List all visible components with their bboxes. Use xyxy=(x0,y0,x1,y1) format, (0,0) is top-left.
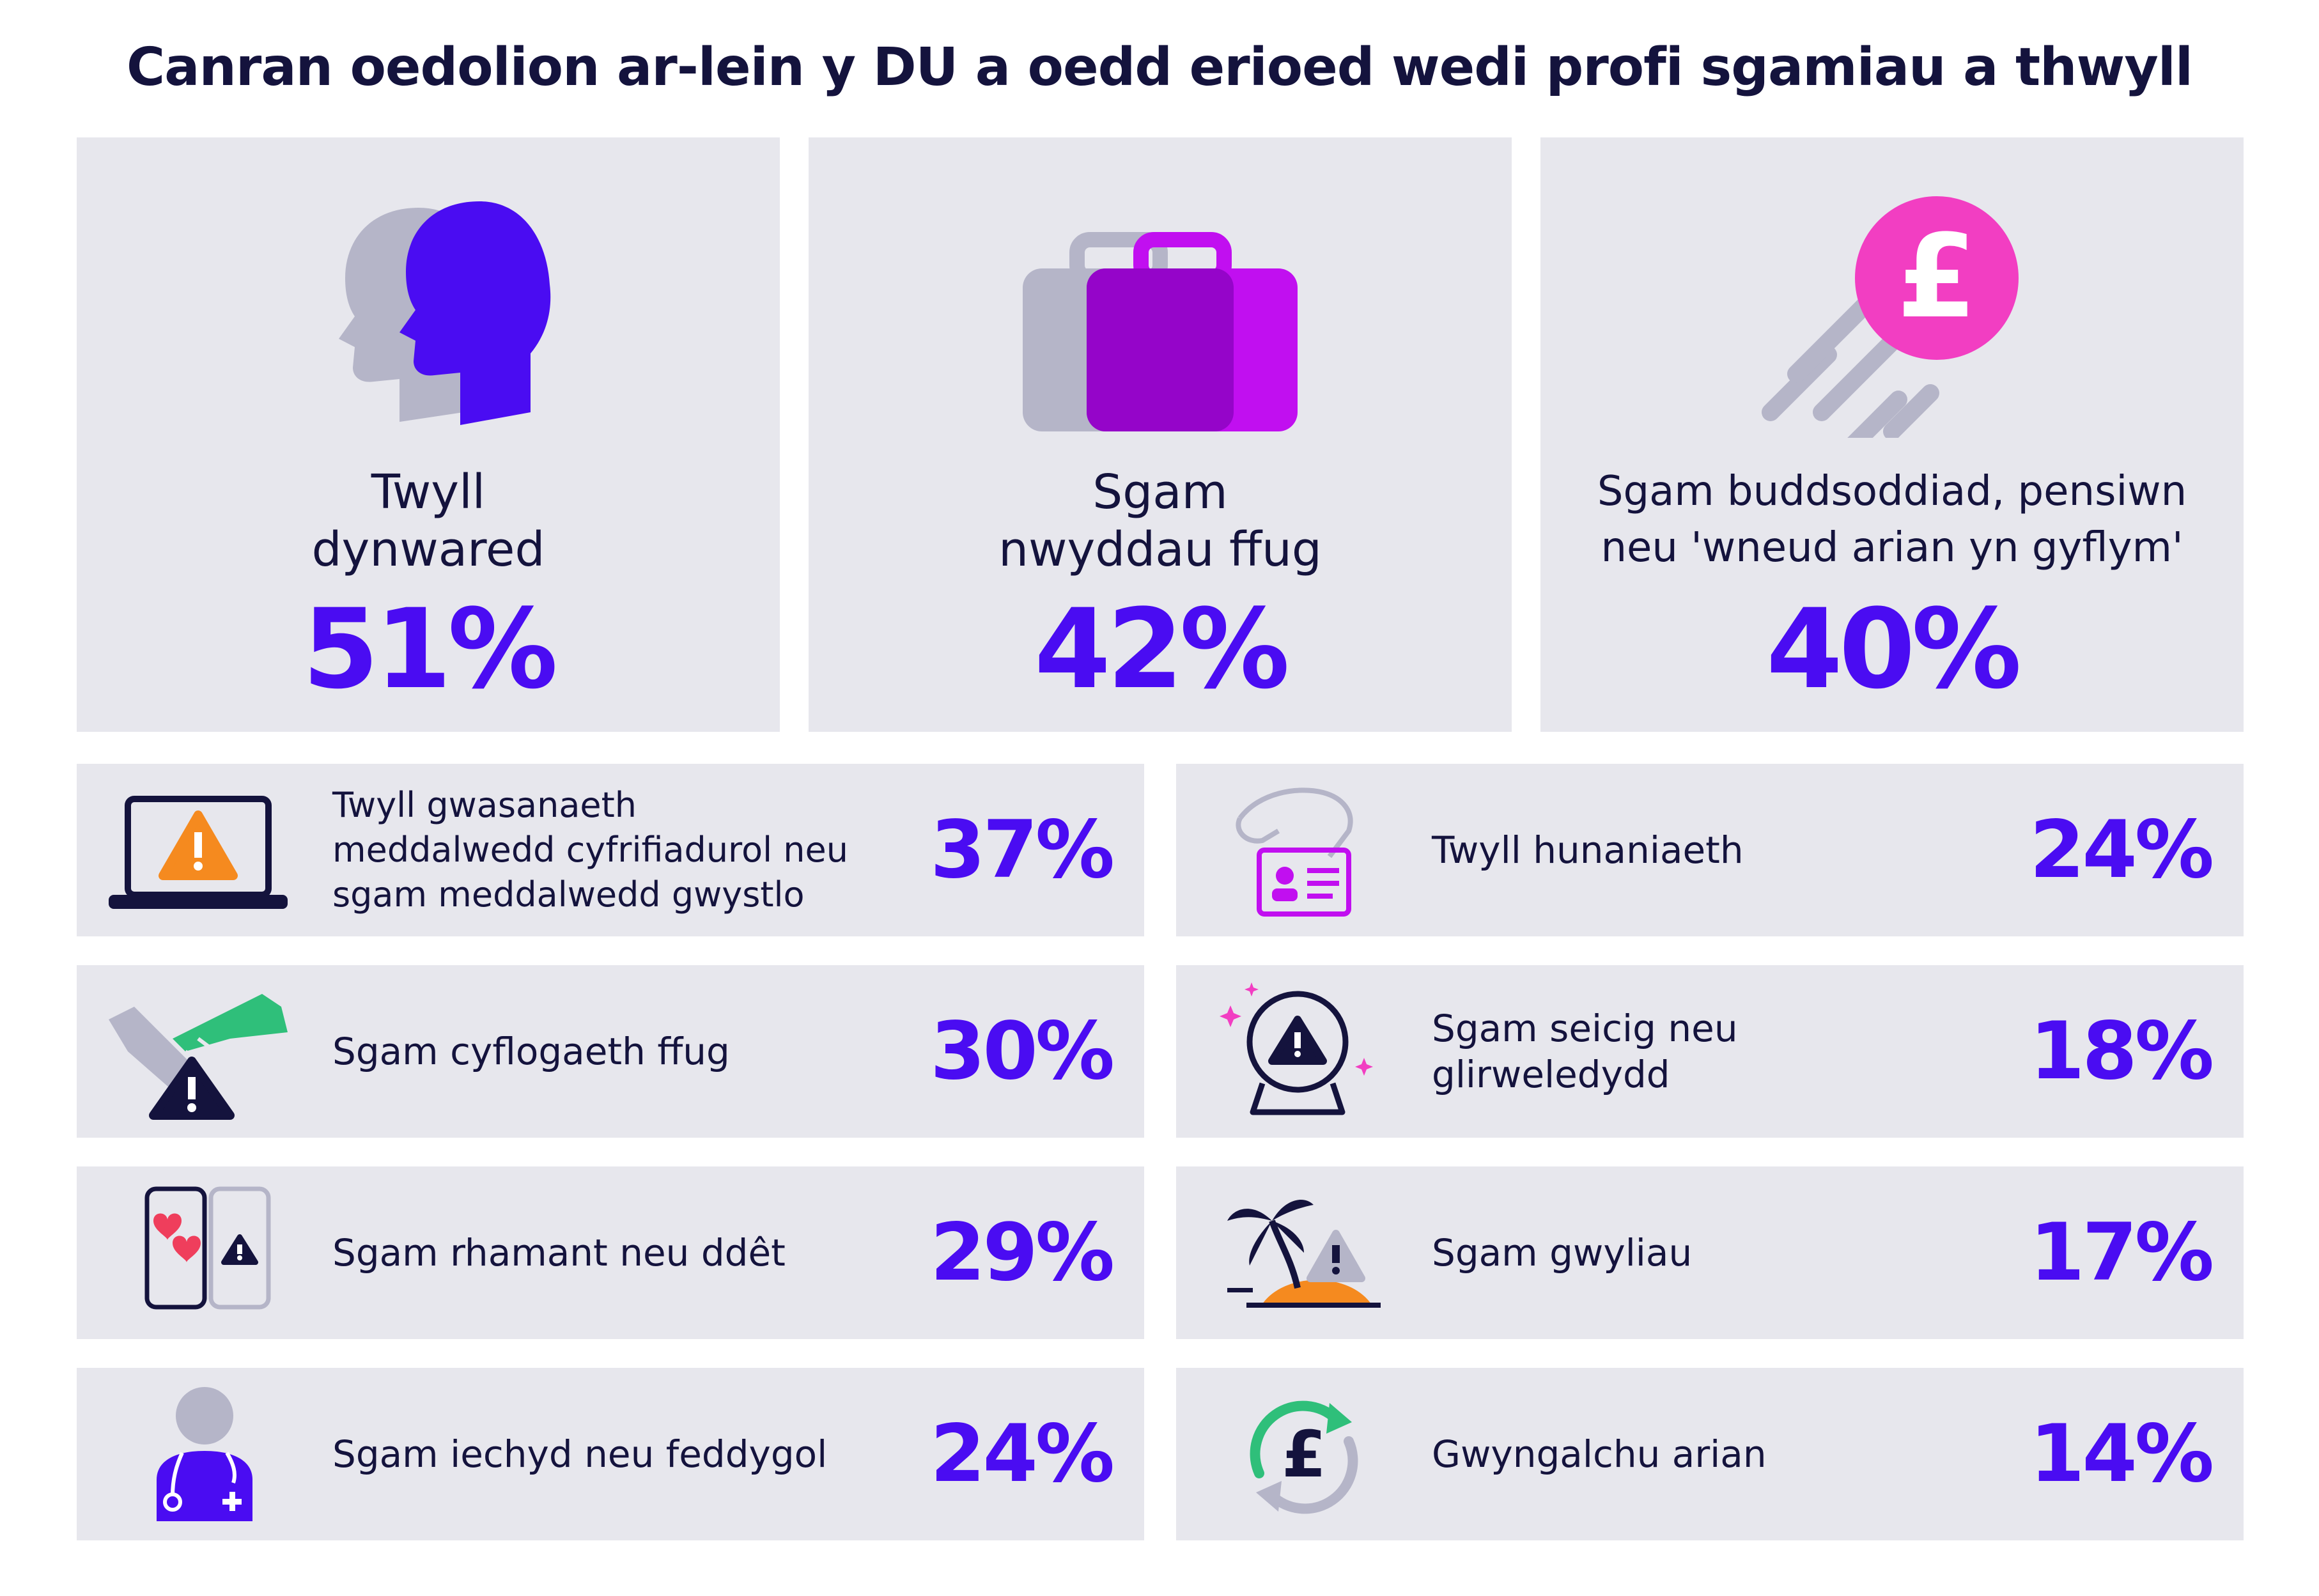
handshake-warning-icon xyxy=(102,981,294,1122)
category-label: Gwyngalchu arian xyxy=(1432,1432,1767,1476)
row-computer-service-fraud: Twyll gwasanaeth meddalwedd cyfrifiaduro… xyxy=(77,764,1144,936)
category-label: Sgam cyflogaeth ffug xyxy=(332,1030,730,1073)
row-psychic-scam: Sgam seicig neu glirweledydd 18% xyxy=(1176,965,2244,1138)
pound-coin-icon: £ xyxy=(1540,182,2244,438)
card-counterfeit-goods-scam: Sgam nwyddau ffug 42% xyxy=(809,137,1512,732)
card-impersonation-fraud: Twyll dynwared 51% xyxy=(77,137,780,732)
category-label: Twyll hunaniaeth xyxy=(1432,828,1744,872)
svg-text:£: £ xyxy=(1282,1417,1326,1492)
value-label: 51% xyxy=(302,585,558,713)
category-label: Sgam seicig neu glirweledydd xyxy=(1432,1007,1738,1096)
category-label: Sgam rhamant neu ddêt xyxy=(332,1231,786,1274)
value-label: 17% xyxy=(2029,1207,2214,1299)
value-label: 18% xyxy=(2029,1005,2214,1097)
value-label: 24% xyxy=(930,1408,1115,1500)
suitcase-icon xyxy=(809,182,1512,438)
category-label: Twyll dynwared xyxy=(311,465,545,577)
value-label: 30% xyxy=(930,1005,1115,1097)
category-label: Twyll gwasanaeth meddalwedd cyfrifiaduro… xyxy=(332,785,848,915)
phones-hearts-icon xyxy=(102,1182,294,1323)
chart-title: Canran oedolion ar-lein y DU a oedd erio… xyxy=(127,37,2193,98)
row-health-scam: Sgam iechyd neu feddygol 24% xyxy=(77,1368,1144,1540)
value-label: 40% xyxy=(1766,585,2022,713)
row-holiday-scam: Sgam gwyliau 17% xyxy=(1176,1166,2244,1339)
pound-cycle-icon: £ xyxy=(1202,1384,1393,1524)
row-fake-employment-scam: Sgam cyflogaeth ffug 30% xyxy=(77,965,1144,1138)
value-label: 37% xyxy=(930,804,1115,896)
id-card-hand-icon xyxy=(1202,780,1393,920)
value-label: 42% xyxy=(1034,585,1290,713)
value-label: 24% xyxy=(2029,804,2214,896)
category-label: Sgam iechyd neu feddygol xyxy=(332,1432,828,1476)
category-label: Sgam gwyliau xyxy=(1432,1231,1693,1274)
category-label: Sgam nwyddau ffug xyxy=(998,465,1322,577)
svg-text:£: £ xyxy=(1896,210,1976,344)
laptop-warning-icon xyxy=(102,780,294,920)
crystal-ball-warning-icon xyxy=(1202,981,1393,1122)
row-identity-fraud: Twyll hunaniaeth 24% xyxy=(1176,764,2244,936)
value-label: 14% xyxy=(2029,1408,2214,1500)
category-label: Sgam buddsoddiad, pensiwn neu 'wneud ari… xyxy=(1597,468,2187,571)
row-romance-scam: Sgam rhamant neu ddêt 29% xyxy=(77,1166,1144,1339)
doctor-icon xyxy=(102,1384,294,1524)
card-investment-scam: £ Sgam buddsoddiad, pensiwn neu 'wneud a… xyxy=(1540,137,2244,732)
value-label: 29% xyxy=(930,1207,1115,1299)
heads-icon xyxy=(77,182,780,438)
island-warning-icon xyxy=(1202,1182,1393,1323)
row-money-laundering: £ Gwyngalchu arian 14% xyxy=(1176,1368,2244,1540)
